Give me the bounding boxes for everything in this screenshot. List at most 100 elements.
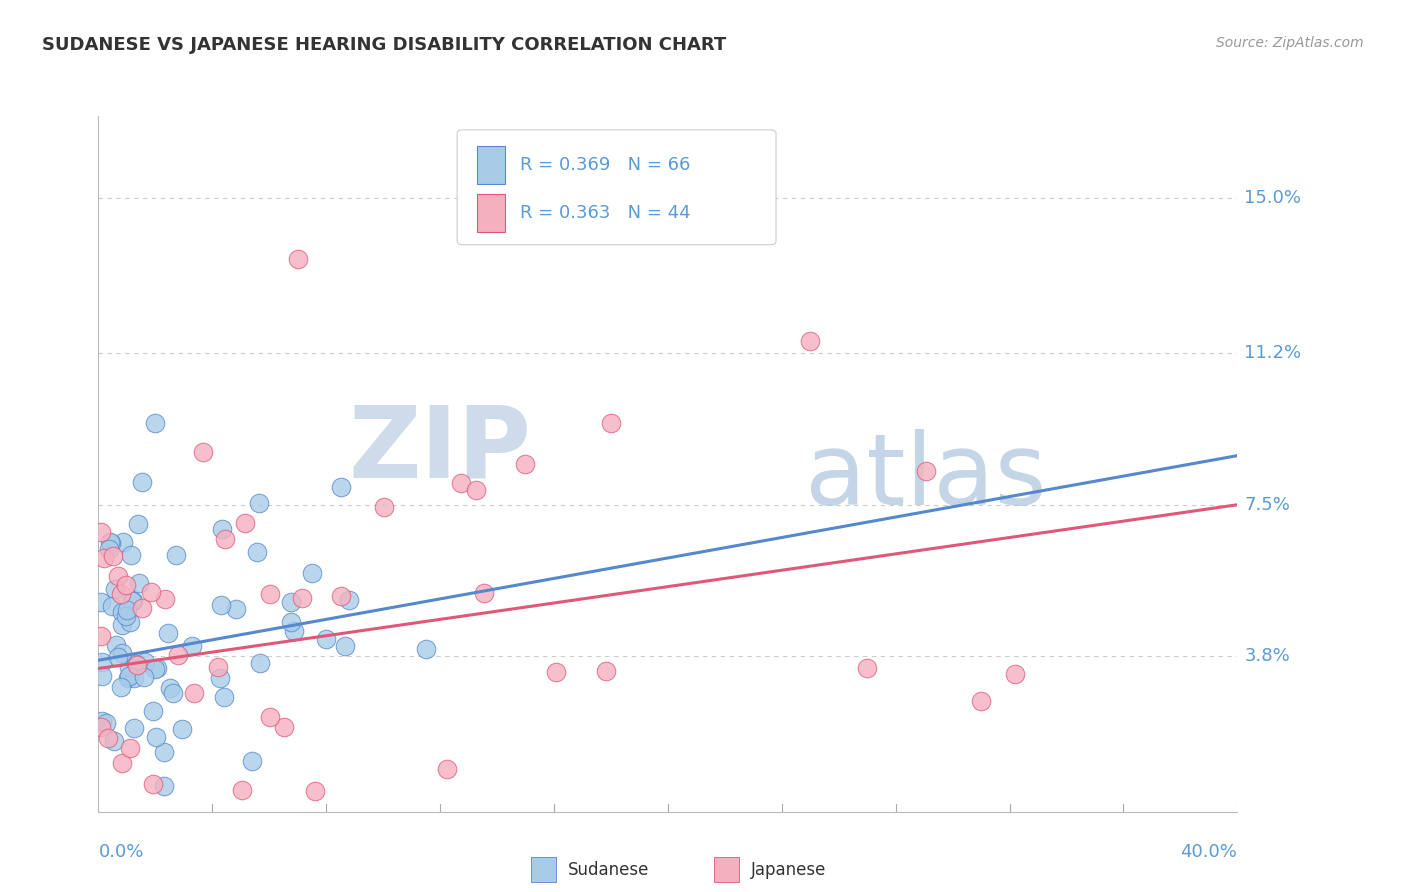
Point (145, 661, 167, 675)
Point (120, 548, 142, 562)
Point (259, 710, 281, 724)
Point (595, 665, 617, 679)
Point (111, 646, 134, 660)
Point (246, 544, 269, 558)
Text: Sudanese: Sudanese (568, 861, 650, 879)
Point (233, 516, 256, 530)
Point (450, 476, 472, 491)
Point (162, 686, 184, 700)
Point (212, 690, 235, 705)
Text: ZIP: ZIP (349, 401, 531, 499)
Point (970, 694, 993, 708)
Point (97, 542, 120, 557)
Point (214, 532, 236, 546)
Point (100, 536, 122, 550)
Point (240, 754, 263, 768)
Point (90, 720, 112, 734)
Point (167, 648, 190, 662)
Point (98, 534, 121, 549)
Point (90, 629, 112, 643)
Text: 40.0%: 40.0% (1181, 843, 1237, 861)
Point (90, 669, 112, 683)
Point (122, 594, 145, 608)
Point (600, 416, 623, 430)
Point (104, 582, 127, 597)
Point (152, 745, 174, 759)
Point (259, 587, 281, 601)
Point (856, 661, 879, 675)
Text: 0.0%: 0.0% (98, 843, 143, 861)
Point (193, 445, 215, 459)
Point (110, 756, 132, 770)
Point (337, 593, 360, 607)
Point (103, 734, 125, 748)
Point (231, 783, 253, 797)
Point (120, 741, 142, 756)
Point (799, 334, 821, 348)
Point (117, 672, 139, 686)
Text: R = 0.363   N = 44: R = 0.363 N = 44 (520, 204, 690, 222)
Point (145, 731, 167, 745)
Point (134, 656, 156, 670)
Point (132, 670, 155, 684)
Text: atlas: atlas (804, 429, 1046, 526)
Point (373, 500, 395, 515)
FancyBboxPatch shape (477, 145, 505, 184)
Point (170, 722, 193, 736)
Point (291, 591, 314, 606)
Point (304, 784, 326, 798)
Point (159, 681, 181, 695)
Point (209, 598, 232, 612)
Text: R = 0.369   N = 66: R = 0.369 N = 66 (520, 156, 690, 174)
Point (1004, 667, 1026, 681)
Text: 3.8%: 3.8% (1244, 648, 1291, 665)
Point (180, 639, 202, 653)
Point (301, 566, 323, 580)
Point (110, 586, 132, 600)
Point (329, 479, 352, 493)
Point (91, 656, 114, 670)
Point (225, 601, 247, 615)
Point (273, 720, 295, 734)
Point (90, 525, 112, 540)
Point (330, 589, 353, 603)
Point (211, 523, 233, 537)
Point (110, 680, 132, 694)
Point (121, 593, 143, 607)
Point (107, 569, 129, 583)
Text: 7.5%: 7.5% (1244, 496, 1291, 514)
Point (122, 672, 145, 686)
Point (131, 475, 153, 490)
Point (118, 669, 141, 683)
Text: Japanese: Japanese (751, 861, 825, 879)
Point (145, 416, 167, 430)
Point (111, 534, 134, 549)
Point (153, 779, 176, 793)
Text: 11.2%: 11.2% (1244, 344, 1302, 362)
Point (280, 594, 302, 608)
Point (117, 602, 139, 616)
Point (101, 549, 124, 563)
Point (125, 657, 148, 672)
Point (515, 457, 537, 471)
Point (280, 615, 302, 629)
Point (472, 586, 495, 600)
Point (118, 615, 141, 629)
Point (544, 665, 567, 679)
Point (122, 721, 145, 735)
Point (155, 591, 177, 606)
Point (183, 685, 205, 699)
Point (114, 608, 136, 623)
Point (139, 585, 162, 599)
Point (104, 638, 127, 652)
Point (143, 662, 166, 676)
Point (283, 624, 305, 638)
Point (93, 550, 115, 565)
Point (142, 704, 165, 718)
Point (165, 548, 187, 562)
Point (94, 716, 117, 731)
Point (156, 626, 179, 640)
Point (315, 632, 337, 646)
Text: SUDANESE VS JAPANESE HEARING DISABILITY CORRELATION CHART: SUDANESE VS JAPANESE HEARING DISABILITY … (42, 36, 727, 54)
Point (131, 601, 153, 615)
